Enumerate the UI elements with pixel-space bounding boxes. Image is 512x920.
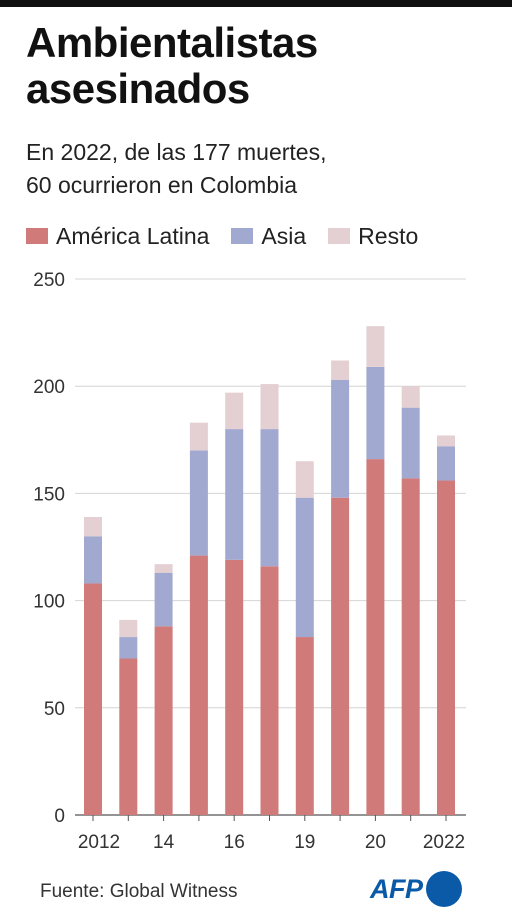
legend-swatch-asia: [231, 228, 254, 244]
stacked-bar-chart: 0 50 100 150 200 250 2012 14 16 19 20 2022: [33, 270, 466, 853]
legend-label-america-latina: América Latina: [56, 222, 210, 249]
bar-resto-2013: [119, 619, 138, 638]
legend-label-asia: Asia: [261, 222, 307, 249]
afp-logo-dot: [425, 871, 462, 907]
legend-label-resto: Resto: [358, 222, 419, 249]
source-note: Fuente: Global Witness: [40, 881, 238, 902]
bar-resto-2019: [331, 360, 350, 380]
legend-item-america-latina: América Latina: [26, 223, 209, 250]
bar-asia-2015: [189, 450, 208, 556]
legend-swatch-resto: [328, 228, 351, 244]
subtitle-line-1: En 2022, de las 177 muertes,: [26, 139, 327, 165]
bar-america-latina-2013: [119, 658, 138, 815]
y-tick-label-100: 100: [33, 592, 65, 613]
y-tick-label-250: 250: [33, 270, 65, 291]
bar-resto-2012: [84, 516, 102, 537]
bar-america-latina-2014: [154, 626, 173, 815]
bar-resto-2022: [437, 435, 455, 447]
x-tick-label-2018: 19: [294, 832, 315, 853]
bar-resto-2018: [295, 461, 314, 498]
x-tick-label-2016: 16: [224, 832, 245, 853]
bar-asia-2013: [119, 637, 138, 659]
bar-america-latina-2020: [366, 459, 385, 815]
bar-asia-2018: [295, 497, 314, 638]
bar-america-latina-2022: [437, 480, 455, 815]
bar-america-latina-2015: [189, 555, 208, 815]
bar-resto-2014: [154, 564, 173, 573]
y-tick-label-150: 150: [33, 484, 65, 505]
legend-swatch-america-latina: [26, 228, 48, 244]
chart-legend: América Latina Asia Resto: [26, 221, 440, 251]
chart-title: Ambientalistas asesinados: [26, 19, 318, 112]
bar-resto-2020: [366, 326, 385, 367]
bar-america-latina-2016: [225, 559, 244, 815]
bar-america-latina-2018: [295, 637, 314, 815]
afp-logo-text: AFP: [370, 873, 423, 904]
bar-asia-2017: [260, 429, 279, 567]
x-tick-label-2020: 20: [365, 832, 386, 853]
chart-subtitle: En 2022, de las 177 muertes, 60 ocurrier…: [26, 136, 496, 202]
x-tick-label-2012: 2012: [78, 832, 120, 853]
bar-resto-2017: [260, 384, 279, 430]
subtitle-line-2: 60 ocurrieron en Colombia: [26, 172, 298, 198]
bar-asia-2012: [84, 536, 102, 584]
bar-asia-2019: [331, 379, 350, 498]
y-tick-label-200: 200: [33, 377, 65, 398]
bar-asia-2020: [366, 366, 385, 460]
bar-resto-2021: [401, 386, 420, 408]
bar-asia-2014: [154, 572, 173, 627]
bar-resto-2015: [189, 422, 208, 451]
legend-item-asia: Asia: [231, 223, 306, 250]
x-tick-label-2022: 2022: [423, 832, 465, 853]
bar-america-latina-2012: [84, 583, 102, 815]
legend-item-resto: Resto: [328, 223, 418, 250]
bar-asia-2022: [437, 446, 455, 481]
bar-asia-2016: [225, 429, 244, 560]
bar-america-latina-2017: [260, 566, 279, 815]
bar-asia-2021: [401, 407, 420, 479]
top-rule: [0, 0, 512, 7]
afp-logo: AFP: [370, 868, 462, 910]
y-tick-label-50: 50: [44, 699, 65, 720]
bar-resto-2016: [225, 392, 244, 430]
bar-america-latina-2019: [331, 497, 350, 815]
y-tick-label-0: 0: [54, 806, 65, 827]
bar-america-latina-2021: [401, 478, 420, 815]
x-tick-label-2014: 14: [153, 832, 175, 853]
